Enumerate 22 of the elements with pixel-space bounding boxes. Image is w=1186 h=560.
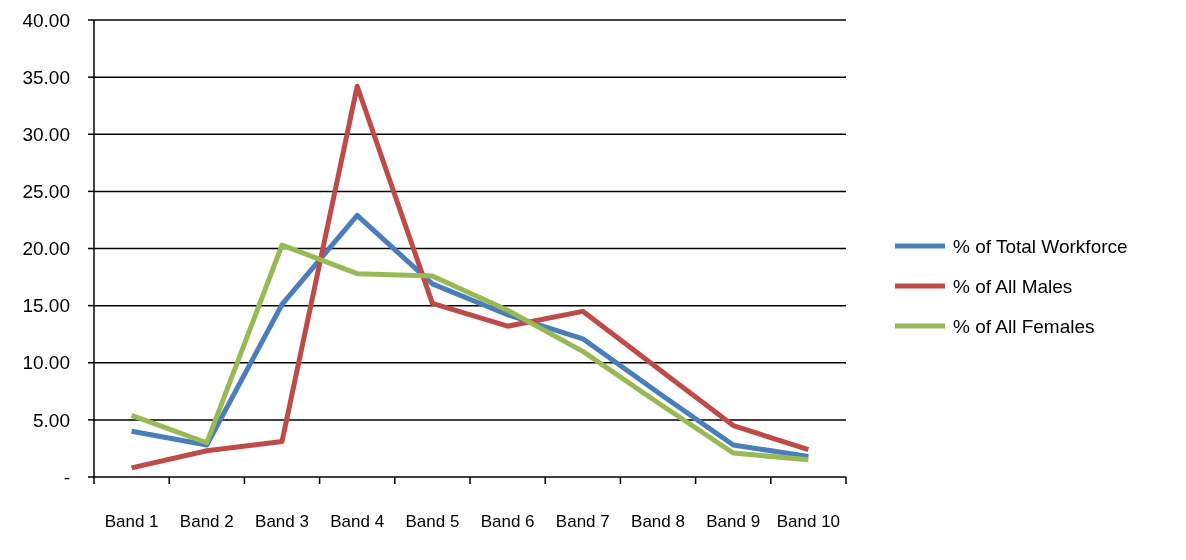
x-tick-label: Band 8 (631, 512, 685, 531)
legend-label: % of All Females (953, 315, 1095, 337)
legend-label: % of Total Workforce (953, 235, 1128, 257)
y-tick-label: 10.00 (22, 352, 70, 374)
x-tick-label: Band 6 (480, 512, 535, 531)
y-tick-label: 40.00 (22, 9, 70, 31)
x-tick-label: Band 4 (330, 512, 385, 531)
x-tick-label: Band 1 (104, 512, 159, 531)
x-tick-label: Band 2 (179, 512, 234, 531)
y-tick-label: 5.00 (33, 409, 70, 431)
x-tick-label: Band 9 (706, 512, 761, 531)
x-tick-label: Band 5 (405, 512, 460, 531)
y-tick-label: 25.00 (22, 181, 70, 203)
x-tick-label: Band 3 (255, 512, 309, 531)
y-tick-label: 15.00 (22, 295, 70, 317)
y-tick-label: 30.00 (22, 123, 70, 145)
legend-label: % of All Males (953, 275, 1073, 297)
y-tick-label: - (63, 466, 70, 488)
y-tick-label: 20.00 (22, 238, 70, 260)
y-tick-label: 35.00 (22, 66, 70, 88)
x-tick-label: Band 10 (776, 512, 841, 531)
x-tick-label: Band 7 (555, 512, 610, 531)
